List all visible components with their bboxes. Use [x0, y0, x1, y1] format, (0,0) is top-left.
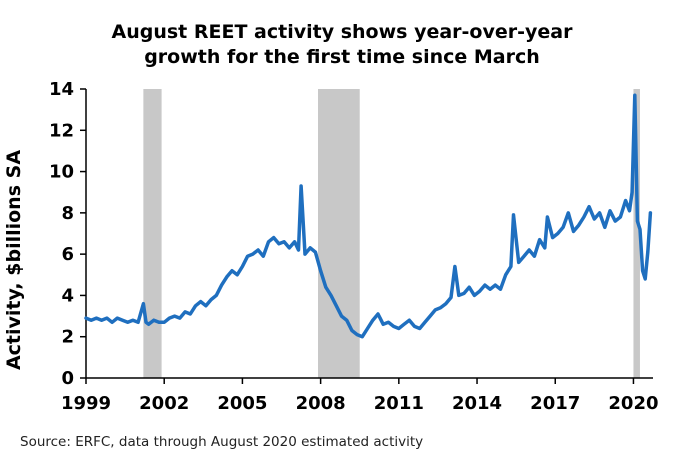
series-line-1: [84, 93, 653, 339]
axes: [85, 89, 653, 379]
x-tick-label: 2005: [217, 393, 267, 414]
recession-band-2: [318, 89, 360, 378]
x-tick-label: 1999: [61, 393, 111, 414]
series-line-group: [84, 93, 653, 339]
x-tick-label: 2020: [608, 393, 658, 414]
x-tick-label: 2017: [530, 393, 580, 414]
y-tick-label: 10: [49, 162, 74, 183]
y-tick-label: 12: [49, 120, 74, 141]
x-tick-label: 2002: [139, 393, 189, 414]
source-note: Source: ERFC, data through August 2020 e…: [20, 434, 423, 450]
recession-band-1: [143, 89, 162, 378]
chart-title-line-1: August REET activity shows year-over-yea…: [112, 21, 574, 43]
y-axis-ticks: 0 2 4 6 8 10 12 14: [49, 79, 86, 389]
y-tick-label: 14: [49, 79, 74, 100]
y-tick-label: 0: [61, 368, 74, 389]
x-tick-label: 2011: [374, 393, 424, 414]
y-tick-label: 2: [61, 327, 74, 348]
x-tick-label: 2014: [452, 393, 502, 414]
y-tick-label: 4: [61, 285, 74, 306]
y-tick-label: 8: [61, 203, 74, 224]
recession-bands: [143, 89, 640, 378]
x-axis-ticks: 1999 2002 2005 2008 2011 2014 2017 2020: [61, 378, 659, 414]
recession-band-3: [633, 89, 640, 378]
chart-title: August REET activity shows year-over-yea…: [112, 21, 574, 68]
y-axis-label: Activity, $billions SA: [3, 150, 25, 370]
chart-title-line-2: growth for the first time since March: [144, 46, 540, 68]
y-tick-label: 6: [61, 244, 74, 265]
x-tick-label: 2008: [296, 393, 346, 414]
